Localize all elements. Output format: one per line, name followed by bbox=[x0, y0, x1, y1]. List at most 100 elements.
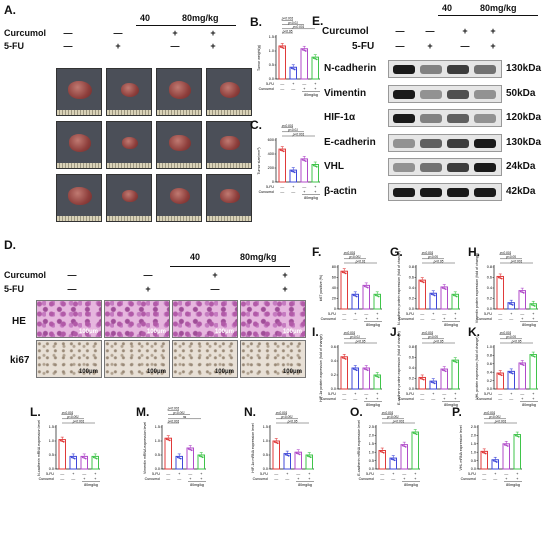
scale-bar-label: 100μm bbox=[78, 369, 98, 375]
x-label-fu: 5-FU bbox=[468, 472, 476, 476]
data-point bbox=[167, 438, 170, 441]
x-sign: + bbox=[510, 311, 513, 316]
data-point bbox=[344, 272, 347, 275]
data-point bbox=[304, 160, 307, 162]
significance-label: p<0.001 bbox=[275, 411, 288, 415]
y-tick-label: 0.4 bbox=[409, 366, 414, 370]
bar bbox=[451, 359, 459, 390]
blot-band bbox=[447, 114, 469, 123]
x-label-fu: 5-FU bbox=[484, 392, 492, 396]
x-sign: + bbox=[189, 476, 192, 481]
chart-o: E-cadherin mRNA expression level 0.0 0.5 1.… bbox=[357, 411, 420, 487]
x-label-curcumol: Curcumol bbox=[399, 397, 415, 401]
tumor-photo bbox=[56, 68, 102, 116]
curcumol-label-a: Curcumol bbox=[4, 28, 47, 38]
dose-low-e: 40 bbox=[442, 3, 453, 13]
data-point bbox=[366, 286, 369, 289]
y-tick-label: 0.8 bbox=[487, 354, 492, 358]
blot-band bbox=[447, 65, 469, 74]
significance-label: p<0.05 bbox=[355, 339, 366, 343]
data-point bbox=[178, 457, 181, 459]
x-label-curcumol: Curcumol bbox=[477, 397, 493, 401]
scale-bar-label: 100μm bbox=[214, 329, 234, 335]
tumor-specimen bbox=[68, 134, 92, 152]
blot-strip bbox=[388, 182, 502, 201]
data-point bbox=[433, 294, 436, 297]
significance-label: p<0.05 bbox=[511, 339, 522, 343]
data-point bbox=[292, 170, 295, 173]
data-point bbox=[517, 435, 520, 438]
data-point bbox=[59, 439, 62, 442]
blot-band bbox=[393, 89, 415, 99]
x-sign: + bbox=[200, 476, 203, 481]
data-point bbox=[200, 455, 203, 458]
significance-label: p<0.05 bbox=[505, 255, 516, 259]
data-point bbox=[530, 354, 533, 357]
significance-label: p<0.001 bbox=[483, 411, 496, 415]
data-point bbox=[306, 455, 309, 457]
significance-label: p<0.01 bbox=[287, 21, 298, 25]
data-point bbox=[503, 443, 506, 446]
y-axis-label: Tumor weight(g) bbox=[257, 45, 261, 71]
data-point bbox=[355, 295, 358, 298]
x-sign: — bbox=[280, 81, 284, 86]
data-point bbox=[281, 149, 284, 152]
chart-k: VHL protein expression (fold of change) 0… bbox=[475, 331, 538, 407]
histology-row-label-ki67: ki67 bbox=[10, 355, 30, 366]
ruler bbox=[207, 163, 251, 168]
y-tick-label: 0.0 bbox=[155, 467, 160, 471]
e-curcumol-sign-0: — bbox=[395, 26, 405, 36]
x-sign: — bbox=[274, 476, 278, 481]
data-point bbox=[341, 271, 344, 274]
bar bbox=[518, 290, 526, 310]
y-axis-label: VHL mRNA expression level bbox=[459, 425, 463, 470]
panel-label-c: C. bbox=[250, 118, 262, 132]
tumor-photo bbox=[156, 121, 202, 169]
y-tick-label: 0.6 bbox=[331, 345, 336, 349]
y-tick-label: 0.8 bbox=[409, 265, 414, 269]
x-sign: — bbox=[442, 311, 446, 316]
data-point bbox=[314, 165, 317, 167]
data-point bbox=[366, 369, 369, 372]
ruler bbox=[207, 110, 251, 115]
bar bbox=[300, 48, 308, 80]
y-tick-label: 0.8 bbox=[487, 265, 492, 269]
x-sign: — bbox=[420, 391, 424, 396]
bar bbox=[164, 437, 172, 470]
panel-label-b: B. bbox=[250, 15, 262, 29]
data-point bbox=[352, 294, 355, 297]
blot-strip bbox=[388, 60, 502, 78]
data-point bbox=[275, 441, 278, 444]
data-point bbox=[315, 165, 318, 168]
y-axis-label: ki67 positive (%) bbox=[319, 275, 323, 301]
tumor-photo bbox=[156, 68, 202, 116]
x-label-curcumol: Curcumol bbox=[399, 317, 415, 321]
x-sign: + bbox=[443, 396, 446, 401]
data-point bbox=[455, 295, 458, 298]
x-sign: + bbox=[303, 86, 306, 91]
a-curcumol-sign-1: — bbox=[113, 28, 123, 38]
y-axis-label: N-cadherin mRNA expression level bbox=[37, 420, 41, 476]
panel-label-g: G. bbox=[390, 245, 403, 259]
data-point bbox=[533, 305, 536, 307]
significance-label: p<0.001 bbox=[72, 419, 85, 423]
panel-label-o: O. bbox=[350, 405, 363, 419]
bar bbox=[340, 356, 348, 390]
chart-f: ki67 positive (%) 0 20 40 60 80 p<0.001p<0.001… bbox=[319, 251, 382, 327]
x-label-curcumol: Curcumol bbox=[321, 397, 337, 401]
bar bbox=[378, 450, 386, 470]
blot-label: N-cadherin bbox=[324, 63, 377, 74]
panel-label-d: D. bbox=[4, 238, 16, 252]
x-sign: + bbox=[314, 189, 317, 194]
bar bbox=[294, 451, 302, 470]
data-point bbox=[312, 57, 315, 60]
x-label-fu: 5-FU bbox=[328, 392, 336, 396]
data-point bbox=[430, 381, 433, 384]
panel-label-i: I. bbox=[312, 325, 319, 339]
significance-label: p<0.001 bbox=[421, 331, 434, 335]
y-tick-label: 0.5 bbox=[155, 453, 160, 457]
y-axis-label: Tumor size(mm³) bbox=[257, 147, 261, 174]
bar bbox=[513, 434, 521, 470]
data-point bbox=[381, 451, 384, 454]
x-sign: + bbox=[532, 316, 535, 321]
